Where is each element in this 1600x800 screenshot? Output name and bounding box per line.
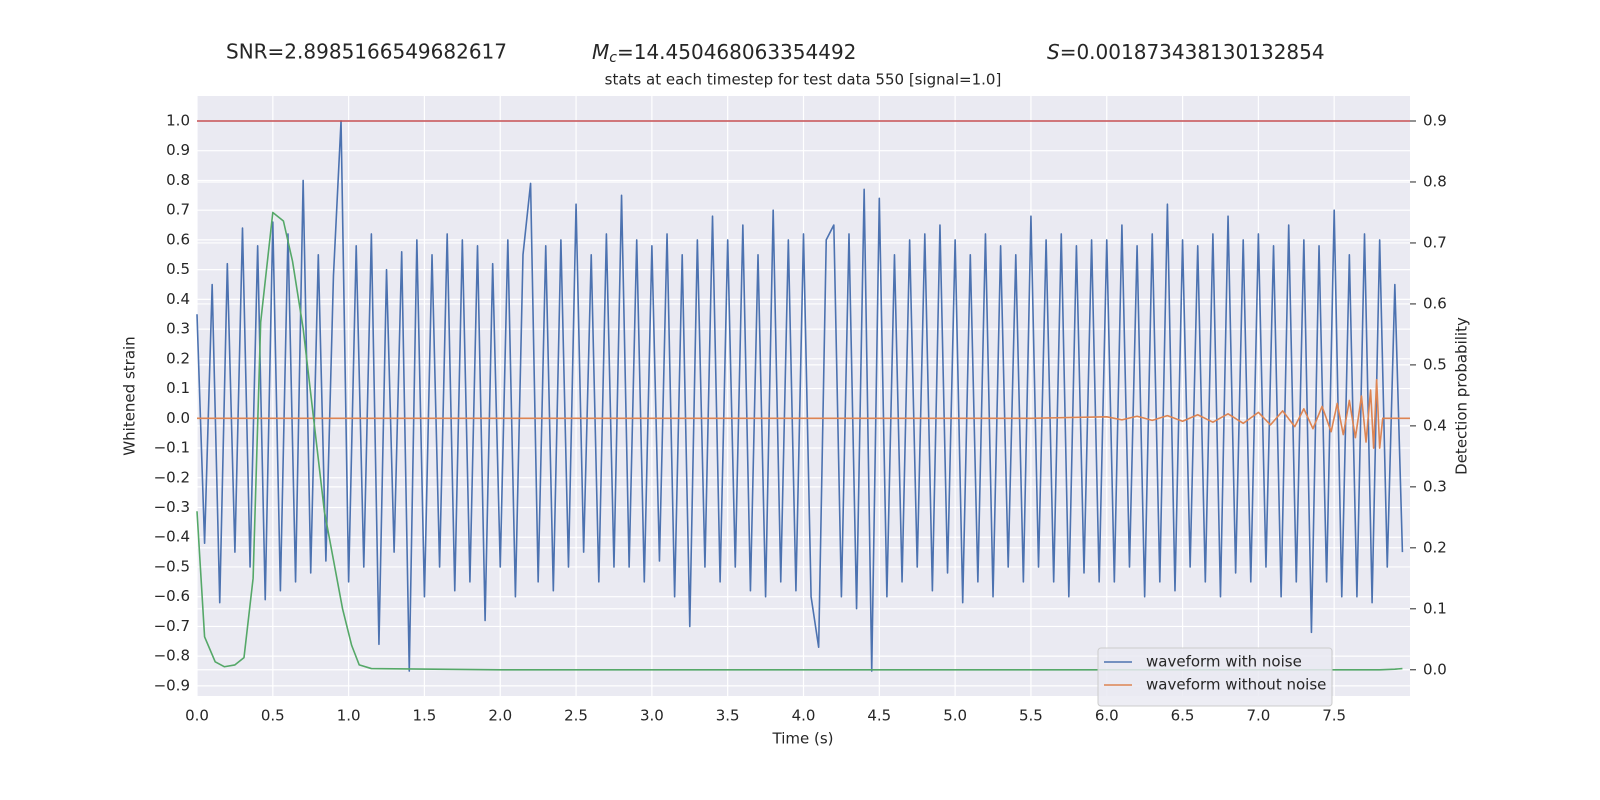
x-tick-label: 2.0 [488, 707, 512, 725]
x-tick-label: 7.5 [1322, 707, 1346, 725]
y-tick-label: 0.6 [166, 230, 190, 248]
y-tick-label: −0.4 [154, 528, 190, 546]
x-tick-label: 3.5 [716, 707, 740, 725]
y-tick-label: 0.7 [166, 201, 190, 219]
y2-tick-label: 0.3 [1423, 477, 1447, 495]
y-tick-label: −0.1 [154, 439, 190, 457]
y-tick-label: 0.2 [166, 349, 190, 367]
series-line [196, 120, 1404, 672]
y-tick-label: −0.3 [154, 498, 190, 516]
y2-tick-label: 0.4 [1423, 416, 1447, 434]
x-tick-label: 4.5 [867, 707, 891, 725]
y-tick-label: 0.8 [166, 171, 190, 189]
mc-subscript: c [609, 50, 617, 66]
y-tick-label: 1.0 [166, 111, 190, 129]
y-tick-label: −0.5 [154, 557, 190, 575]
x-tick-label: 5.0 [943, 707, 967, 725]
x-tick-label: 1.5 [413, 707, 437, 725]
legend-label: waveform with noise [1146, 653, 1302, 671]
snr-stat: SNR=2.8985166549682617 [226, 40, 507, 64]
s-value: =0.001873438130132854 [1060, 40, 1325, 64]
y-tick-label: −0.2 [154, 468, 190, 486]
x-axis-label: Time (s) [772, 730, 834, 748]
s-stat: S=0.001873438130132854 [1047, 40, 1325, 64]
y-tick-label: −0.6 [154, 587, 190, 605]
y2-tick-label: 0.7 [1423, 233, 1447, 251]
x-tick-label: 5.5 [1019, 707, 1043, 725]
y2-tick-label: 0.6 [1423, 294, 1447, 312]
y-tick-label: 0.1 [166, 379, 190, 397]
x-tick-label: 0.0 [185, 707, 209, 725]
series-line [196, 211, 1403, 671]
x-tick-label: 6.0 [1095, 707, 1119, 725]
y2-tick-label: 0.5 [1423, 355, 1447, 373]
x-tick-label: 6.5 [1171, 707, 1195, 725]
y2-axis-label: Detection probability [1453, 317, 1471, 475]
chart-title: stats at each timestep for test data 550… [605, 71, 1002, 89]
mc-value: =14.450468063354492 [617, 40, 856, 64]
mc-stat: Mc=14.450468063354492 [592, 40, 856, 67]
series-line [197, 378, 1410, 449]
mc-symbol: M [592, 40, 609, 64]
x-tick-label: 1.0 [337, 707, 361, 725]
y2-tick-label: 0.0 [1423, 660, 1447, 678]
x-tick-label: 7.0 [1246, 707, 1270, 725]
y-tick-label: −0.9 [154, 676, 190, 694]
y-tick-label: 0.0 [166, 409, 190, 427]
legend-label: waveform without noise [1146, 676, 1326, 694]
s-symbol: S [1047, 40, 1060, 64]
y-tick-label: 0.4 [166, 290, 190, 308]
x-tick-label: 3.0 [640, 707, 664, 725]
x-tick-label: 4.0 [792, 707, 816, 725]
legend-box [1097, 647, 1333, 707]
y-axis-label: Whitened strain [121, 336, 139, 455]
y-tick-label: −0.8 [154, 647, 190, 665]
x-tick-label: 2.5 [564, 707, 588, 725]
y-tick-label: −0.7 [154, 617, 190, 635]
y-tick-label: 0.3 [166, 320, 190, 338]
x-tick-label: 0.5 [261, 707, 285, 725]
y2-tick-label: 0.1 [1423, 599, 1447, 617]
y2-tick-label: 0.9 [1423, 112, 1447, 130]
y2-tick-label: 0.2 [1423, 538, 1447, 556]
y2-tick-label: 0.8 [1423, 172, 1447, 190]
y-tick-label: 0.5 [166, 260, 190, 278]
y-tick-label: 0.9 [166, 141, 190, 159]
